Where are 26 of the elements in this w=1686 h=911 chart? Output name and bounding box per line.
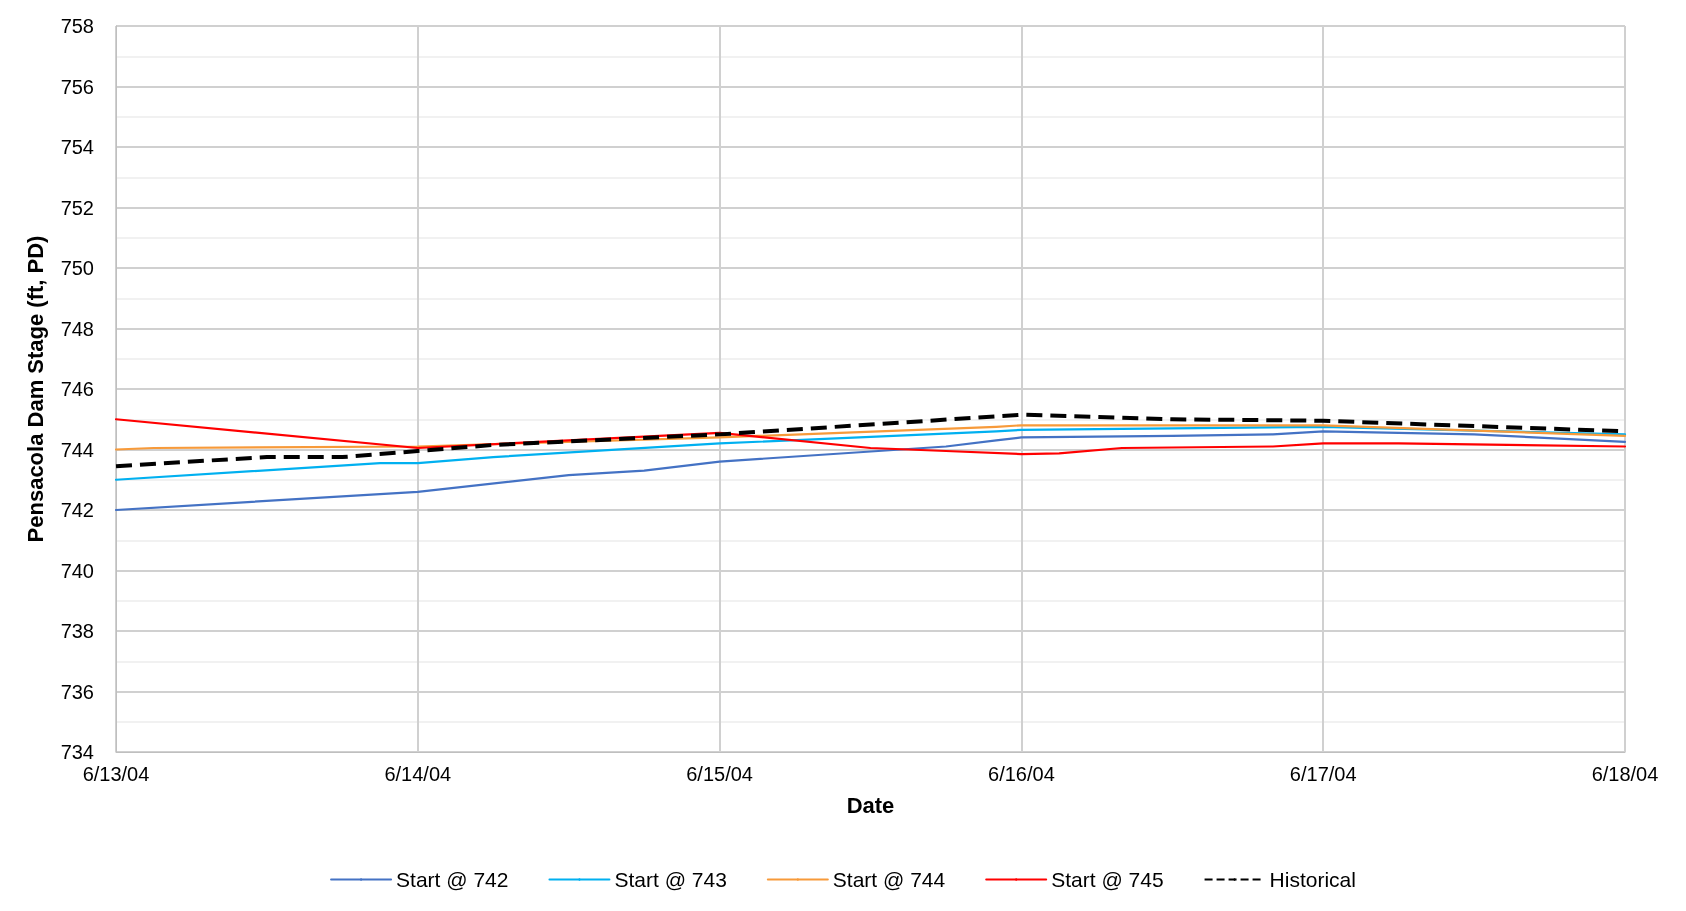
y-tick-label: 748 [60,317,94,340]
x-tick-label: 6/15/04 [686,763,753,785]
legend-label: Start @ 742 [396,868,509,891]
x-tick-label: 6/17/04 [1289,763,1357,785]
y-tick-label: 744 [60,438,94,461]
x-tick-label: 6/14/04 [384,763,452,785]
x-tick-label: 6/18/04 [1591,763,1659,785]
y-tick-label: 756 [60,75,94,98]
y-tick-label: 740 [60,559,94,582]
y-tick-label: 742 [60,499,94,521]
legend-label: Start @ 744 [832,868,946,891]
y-tick-label: 736 [60,680,94,703]
y-axis-title: Pensacola Dam Stage (ft, PD) [22,235,48,543]
y-tick-label: 746 [60,378,94,400]
y-tick-label: 752 [60,196,94,219]
legend-label: Historical [1269,868,1356,891]
y-tick-label: 734 [60,741,94,763]
x-tick-label: 6/16/04 [988,763,1055,785]
y-tick-label: 750 [60,257,94,279]
legend-label: Start @ 743 [614,868,727,891]
x-axis-title: Date [846,792,895,818]
y-tick-label: 754 [60,136,94,158]
legend-label: Start @ 745 [1051,868,1164,891]
x-tick-label: 6/13/04 [82,763,150,785]
y-tick-label: 758 [60,15,94,37]
y-tick-label: 738 [60,620,94,642]
